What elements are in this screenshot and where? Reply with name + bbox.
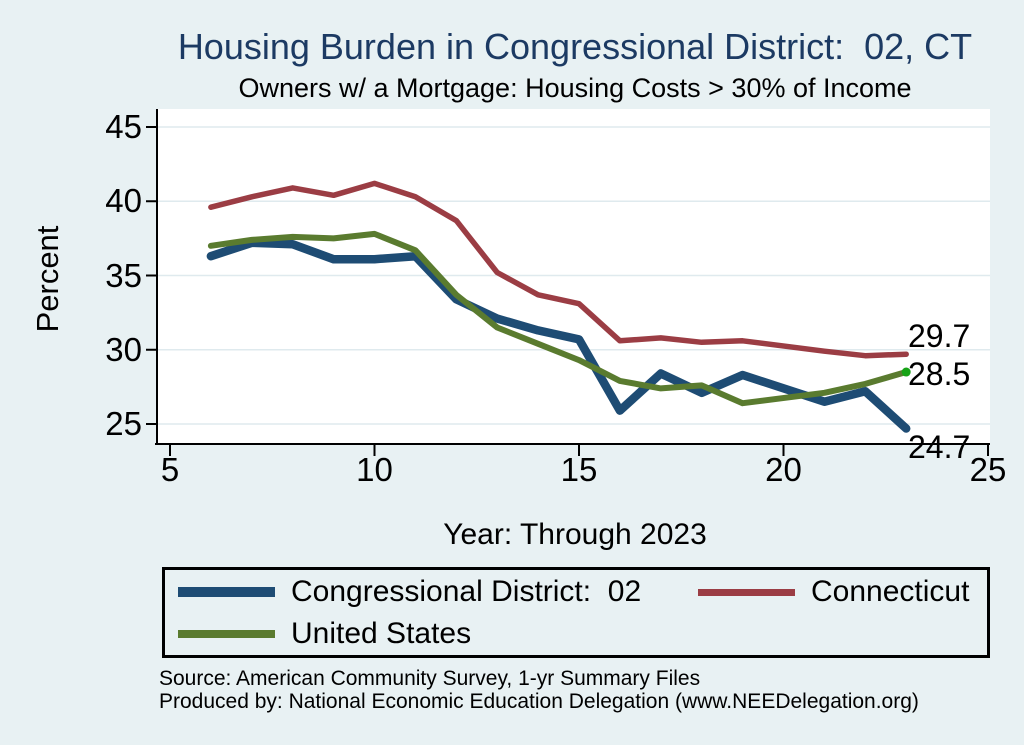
- series-line-connecticut: [208, 180, 909, 359]
- end-value-label: 28.5: [908, 356, 971, 393]
- legend-item: Connecticut: [698, 570, 969, 614]
- series-line-congressional-district-02: [206, 238, 911, 433]
- legend-item-label: United States: [291, 617, 472, 650]
- chart-subtitle: Owners w/ a Mortgage: Housing Costs > 30…: [238, 73, 912, 103]
- x-tick-label: 10: [356, 451, 393, 488]
- source-line-2: Produced by: National Economic Education…: [159, 690, 919, 713]
- source-note: Source: American Community Survey, 1-yr …: [159, 667, 999, 713]
- legend-swatch: [178, 630, 275, 638]
- x-tick-label: 25: [969, 451, 1007, 488]
- y-tick-label: 40: [105, 182, 142, 220]
- legend-item-label: Connecticut: [811, 575, 970, 608]
- source-line-1: Source: American Community Survey, 1-yr …: [159, 667, 701, 690]
- x-tick-label: 5: [160, 451, 180, 488]
- y-tick-label: 45: [105, 108, 142, 145]
- y-tick-label: 35: [105, 256, 142, 294]
- legend-item: Congressional District: 02: [178, 570, 641, 614]
- end-value-label: 24.7: [908, 429, 971, 466]
- series-end-dot: [901, 367, 911, 377]
- legend-item-label: Congressional District: 02: [291, 575, 642, 608]
- legend-item: United States: [178, 612, 471, 656]
- y-tick-label: 25: [105, 405, 142, 442]
- end-value-label: 29.7: [908, 318, 971, 355]
- legend-swatch: [178, 587, 275, 597]
- y-tick-label: 30: [105, 330, 142, 368]
- x-axis-title: Year: Through 2023: [443, 518, 707, 551]
- legend: Congressional District: 02 Connecticut Uni…: [162, 567, 990, 658]
- series-line-united-states: [207, 230, 910, 407]
- x-tick-label: 15: [560, 451, 598, 488]
- x-tick-label: 20: [765, 451, 802, 488]
- legend-swatch: [698, 588, 795, 596]
- chart-title: Housing Burden in Congressional District…: [177, 26, 973, 67]
- y-axis-title: Percent: [30, 225, 65, 333]
